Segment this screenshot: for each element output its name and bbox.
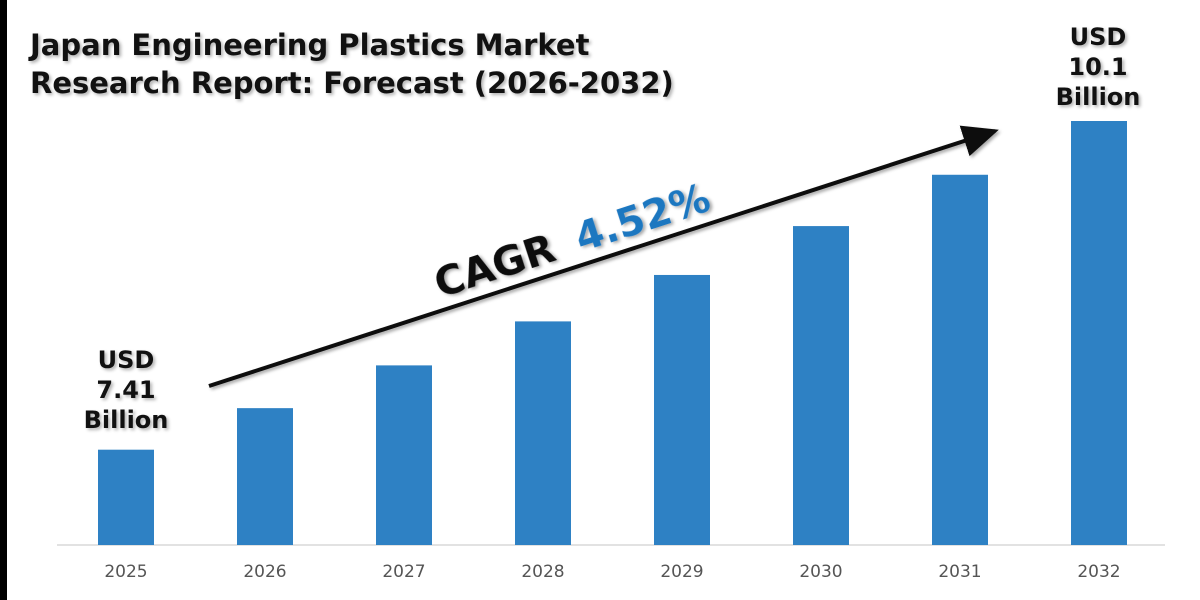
bar-2027 xyxy=(376,365,432,545)
x-tick-label: 2025 xyxy=(104,562,147,582)
bar-2031 xyxy=(932,174,988,546)
bar-2026 xyxy=(237,408,293,545)
start-value-label: USD 7.41 Billion xyxy=(70,345,182,435)
trend-arrow xyxy=(208,125,999,388)
chart-title: Japan Engineering Plastics Market Resear… xyxy=(30,28,674,100)
end-label-line: 10.1 xyxy=(1068,53,1128,81)
bar-2025 xyxy=(98,449,154,545)
end-label-line: Billion xyxy=(1055,83,1141,111)
x-tick-label: 2026 xyxy=(243,562,286,582)
x-tick-label: 2028 xyxy=(521,562,564,582)
bar-2028 xyxy=(515,321,571,545)
cagr-value: 4.52% xyxy=(570,175,716,262)
x-tick-label: 2030 xyxy=(799,562,842,582)
end-label-line: USD xyxy=(1069,23,1127,51)
left-border xyxy=(0,0,7,600)
bar-2029 xyxy=(654,274,710,545)
start-label-line: Billion xyxy=(83,406,169,434)
x-tick-label: 2029 xyxy=(660,562,703,582)
bar-2030 xyxy=(793,226,849,546)
end-value-label: USD 10.1 Billion xyxy=(1042,22,1154,112)
x-tick-label: 2031 xyxy=(938,562,981,582)
start-label-line: 7.41 xyxy=(96,376,156,404)
start-label-line: USD xyxy=(97,346,155,374)
bar-2032 xyxy=(1071,121,1127,545)
x-tick-label: 2027 xyxy=(382,562,425,582)
x-tick-label: 2032 xyxy=(1077,562,1120,582)
